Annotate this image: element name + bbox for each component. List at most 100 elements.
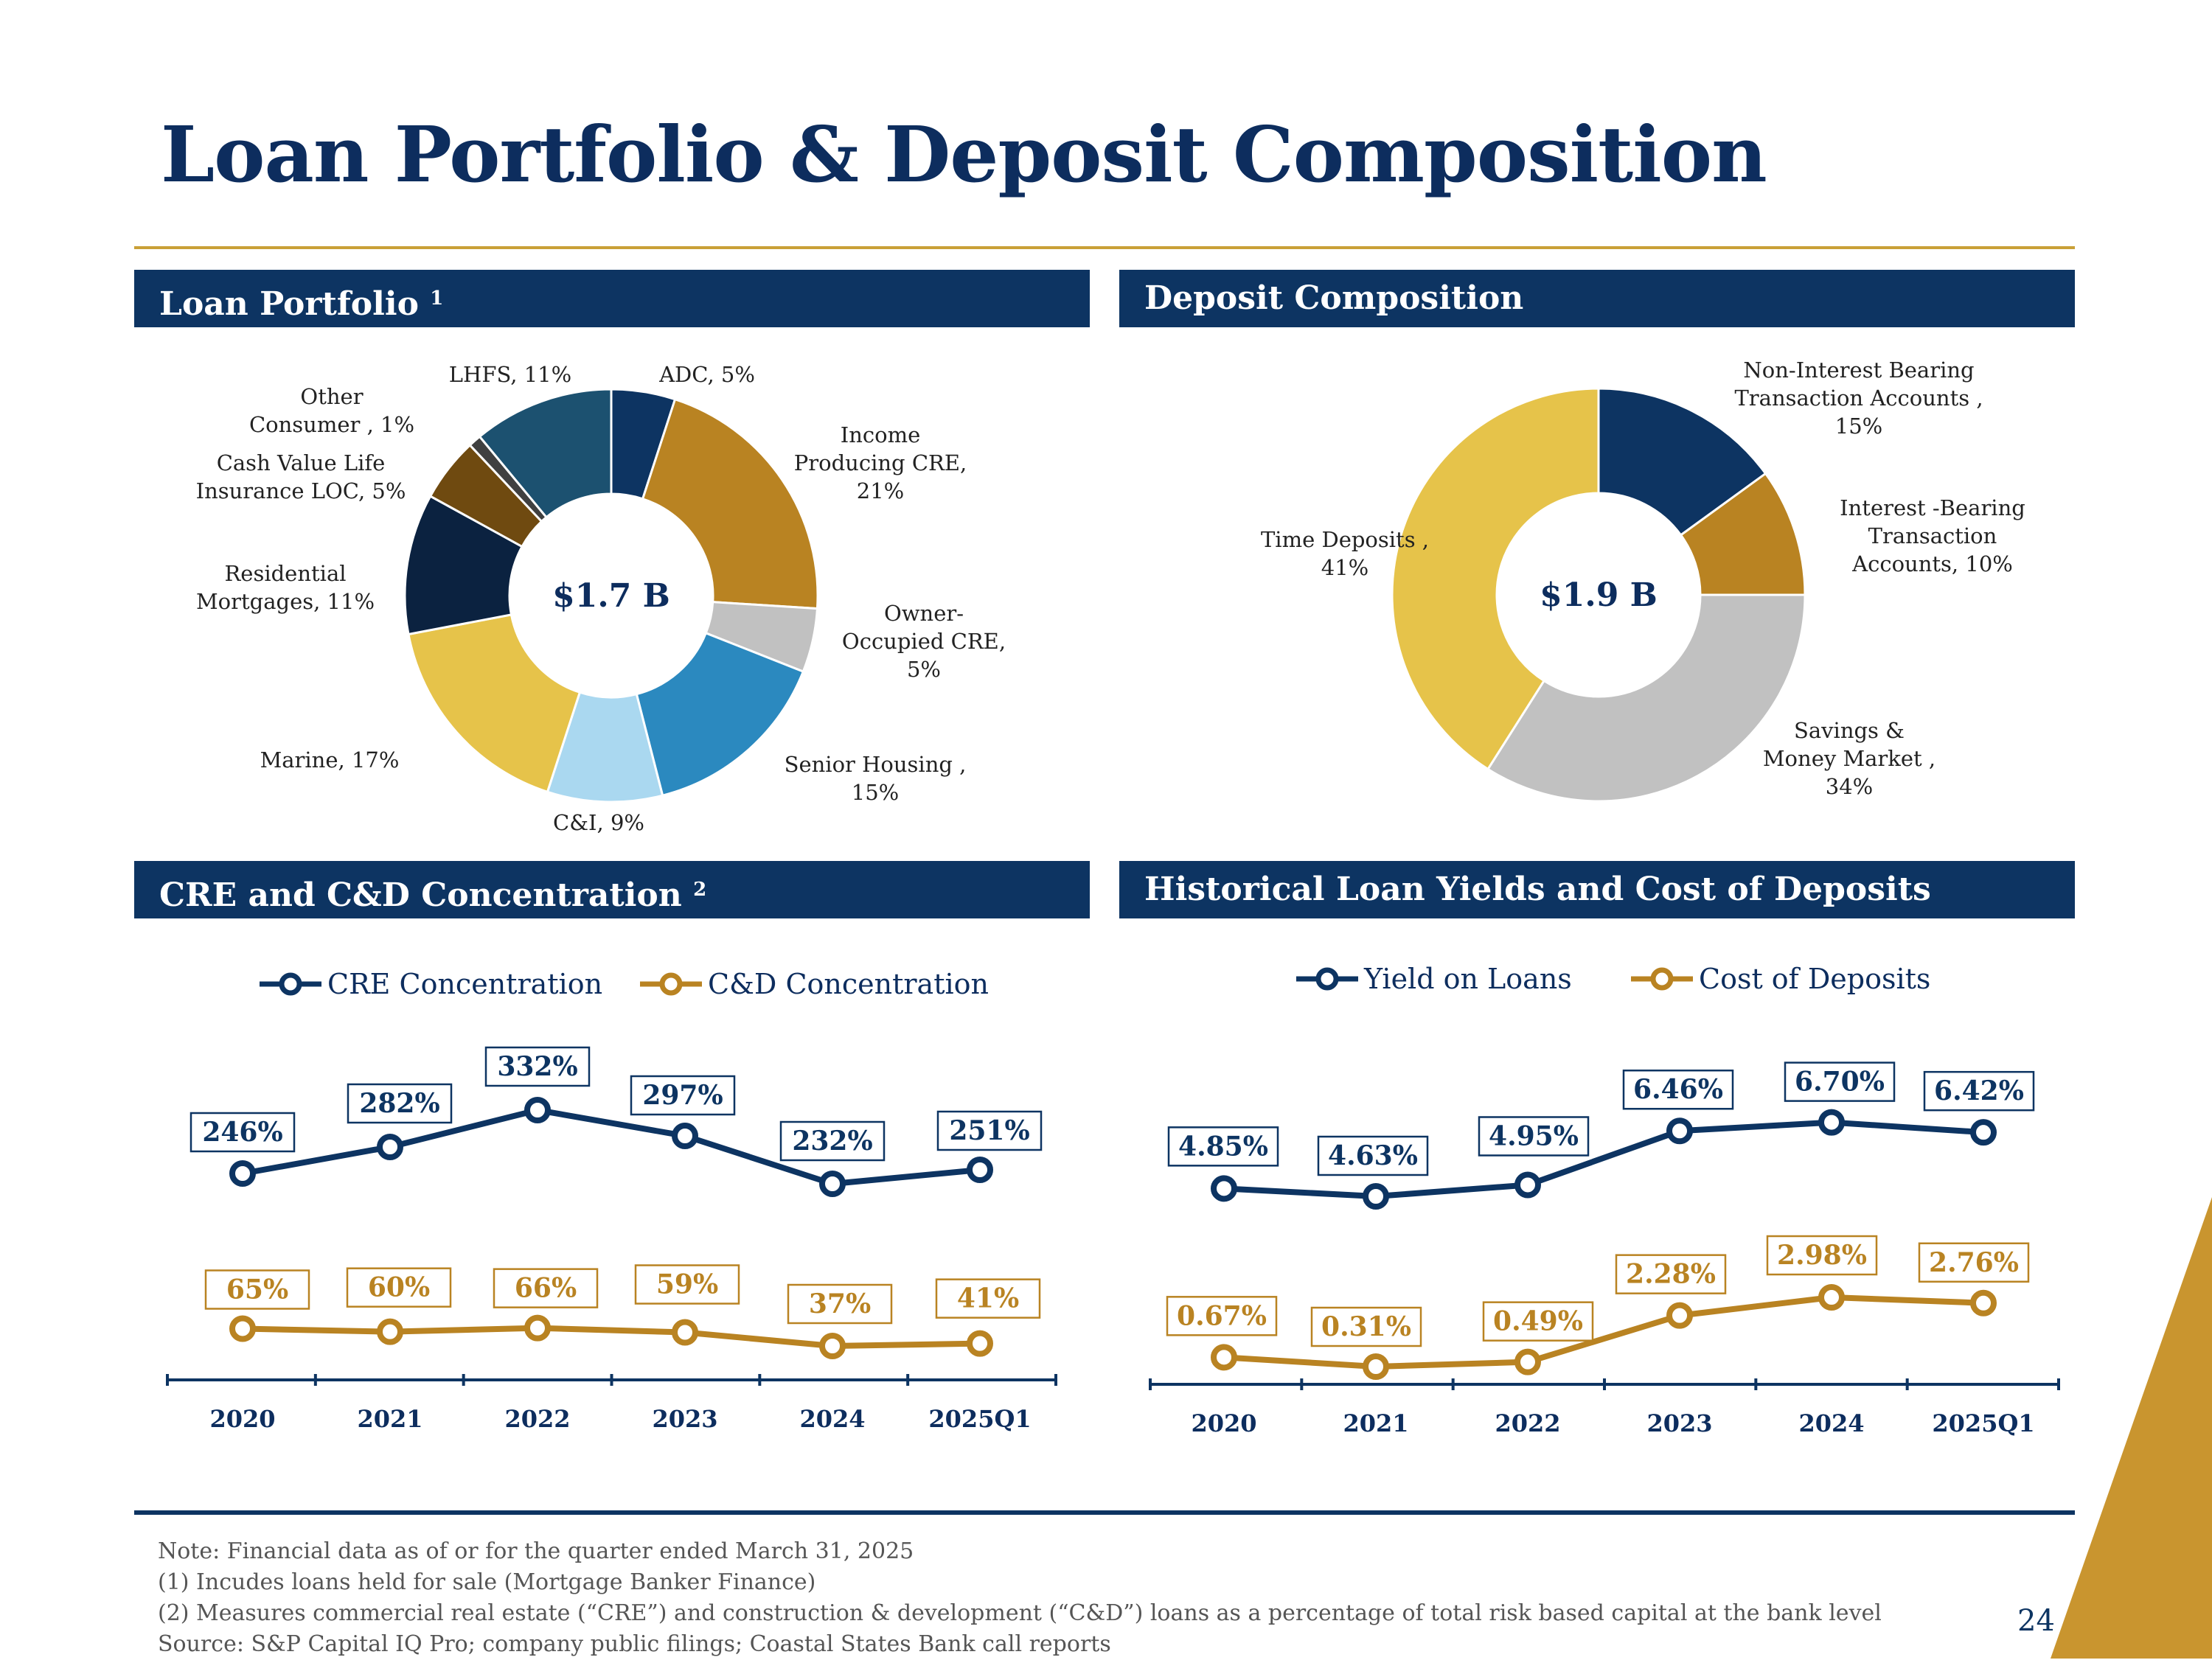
deposit-composition-header: Deposit Composition [1119, 270, 2075, 327]
x-tick-label: 2023 [652, 1405, 717, 1433]
historical-yields-header-label: Historical Loan Yields and Cost of Depos… [1144, 871, 1931, 908]
x-tick-label: 2022 [504, 1405, 570, 1433]
slice-lhfs [478, 388, 613, 519]
x-tick-label: 2025Q1 [928, 1405, 1031, 1433]
data-point-yield-on-loans [1970, 1119, 1997, 1146]
data-label-box [1478, 1116, 1590, 1157]
svg-text:Yield on Loans: Yield on Loans [1363, 963, 1572, 995]
data-label-box [1622, 1069, 1734, 1110]
donut-center-total: $1.7 B [552, 577, 670, 615]
slice-label-adc: ADC, 5% [658, 362, 755, 387]
svg-text:Cost of Deposits: Cost of Deposits [1699, 963, 1930, 995]
data-label-box [779, 1120, 886, 1162]
x-tick-label: 2023 [1646, 1409, 1712, 1437]
cre-concentration-header: CRE and C&D Concentration 2 [134, 861, 1090, 918]
data-point-cre-concentration [967, 1157, 993, 1183]
data-label-cre-concentration: 332% [497, 1051, 577, 1082]
data-label-box [1918, 1242, 2030, 1283]
data-label-box [347, 1083, 453, 1124]
data-label-cost-of-deposits: 0.49% [1493, 1306, 1583, 1337]
yields-line-chart: 2020 2021 2022 2023 2024 2025Q1 Yield on Loans… [1149, 963, 2060, 1437]
data-label-cre-concentration: 282% [359, 1088, 439, 1119]
data-label-yield-on-loans: 4.85% [1178, 1131, 1268, 1162]
slice-label-interest-bearing-transaction-accounts: Interest -Bearing Transaction Accounts, 10… [1840, 495, 2025, 576]
data-point-c-d-concentration [672, 1319, 698, 1346]
svg-text:C&D Concentration: C&D Concentration [708, 968, 989, 1000]
data-label-cre-concentration: 246% [202, 1117, 282, 1148]
data-label-cost-of-deposits: 2.98% [1777, 1240, 1867, 1271]
footnote-line: (1) Incudes loans held for sale (Mortgag… [158, 1569, 816, 1595]
cre-concentration-header-label: CRE and C&D Concentration [159, 876, 682, 914]
x-tick-label: 2024 [1798, 1409, 1864, 1437]
x-tick-label: 2021 [1343, 1409, 1408, 1437]
x-tick-label: 2024 [799, 1405, 865, 1433]
slice-label-time-deposits: Time Deposits , 41% [1261, 527, 1429, 580]
data-point-c-d-concentration [377, 1318, 403, 1345]
series-line-c-d-concentration [242, 1325, 981, 1349]
data-label-box [630, 1075, 736, 1116]
data-label-cost-of-deposits: 0.31% [1321, 1311, 1411, 1342]
series-line-yield-on-loans [1223, 1119, 1984, 1199]
slice-senior-housing [635, 631, 805, 798]
slice-label-cash-value-life-insurance-loc: Cash Value Life Insurance LOC, 5% [196, 450, 406, 503]
data-label-box [189, 1112, 296, 1153]
data-point-cost-of-deposits [1514, 1348, 1541, 1375]
data-label-box [1166, 1296, 1278, 1336]
slice-label-marine: Marine, 17% [260, 747, 400, 773]
deposit-composition-header-label: Deposit Composition [1144, 279, 1524, 317]
data-label-box [1482, 1301, 1594, 1342]
data-label-box [1317, 1135, 1429, 1176]
deposit-composition-donut-chart: Non-Interest Bearing Transaction Accounts… [1261, 358, 2025, 803]
data-point-c-d-concentration [229, 1315, 256, 1342]
slice-label-income-producing-cre: Income Producing CRE, 21% [794, 422, 967, 503]
x-tick-label: 2020 [209, 1405, 275, 1433]
footnote-marker: 1 [430, 287, 444, 310]
slice-label-owner-occupied-cre: Owner-Occupied CRE, 5% [842, 601, 1006, 682]
data-label-yield-on-loans: 6.70% [1795, 1067, 1885, 1098]
data-point-cost-of-deposits [1970, 1289, 1997, 1317]
data-point-cost-of-deposits [1363, 1353, 1389, 1380]
page-title: Loan Portfolio & Deposit Composition [161, 109, 1767, 200]
data-label-cre-concentration: 297% [642, 1080, 723, 1111]
legend-cost-of-deposits: Cost of Deposits [1631, 963, 1930, 995]
slice-label-lhfs: LHFS, 11% [449, 362, 571, 387]
slice-label-c-i: C&I, 9% [553, 810, 644, 835]
svg-text:CRE Concentration: CRE Concentration [327, 968, 602, 1000]
data-label-c-d-concentration: 59% [656, 1269, 718, 1300]
title-divider [134, 246, 2075, 249]
loan-portfolio-header: Loan Portfolio 1 [134, 270, 1090, 327]
series-line-cost-of-deposits [1223, 1294, 1984, 1370]
footnote-line: Note: Financial data as of or for the qu… [158, 1538, 914, 1564]
footnote-marker: 2 [693, 879, 707, 901]
data-point-cost-of-deposits [1666, 1302, 1693, 1329]
data-label-c-d-concentration: 66% [515, 1273, 577, 1304]
data-point-c-d-concentration [819, 1333, 846, 1359]
slice-label-savings-money-market: Savings & Money Market , 34% [1763, 718, 1935, 799]
data-label-box [935, 1278, 1041, 1319]
data-label-cost-of-deposits: 2.28% [1626, 1259, 1716, 1290]
slice-non-interest-bearing-transaction-accounts [1597, 387, 1767, 537]
footnotes: Note: Financial data as of or for the qu… [158, 1536, 1882, 1660]
data-point-yield-on-loans [1514, 1171, 1541, 1199]
x-tick-label: 2022 [1495, 1409, 1560, 1437]
data-label-yield-on-loans: 6.42% [1934, 1075, 2024, 1106]
legend-cre-concentration: CRE Concentration [260, 968, 602, 1000]
data-point-yield-on-loans [1363, 1183, 1389, 1210]
data-label-c-d-concentration: 37% [809, 1288, 871, 1319]
legend-yield-on-loans: Yield on Loans [1296, 963, 1572, 995]
data-label-yield-on-loans: 4.63% [1328, 1140, 1418, 1171]
legend-c-d-concentration: C&D Concentration [640, 968, 989, 1000]
x-tick-label: 2025Q1 [1932, 1409, 2034, 1437]
slice-savings-money-market [1486, 593, 1806, 803]
cre-concentration-line-chart: 2020 2021 2022 2023 2024 2025Q1 CRE Concentrat… [166, 968, 1057, 1433]
data-label-box [484, 1046, 591, 1087]
data-label-box [493, 1268, 599, 1308]
data-point-cost-of-deposits [1211, 1344, 1237, 1371]
data-point-cre-concentration [229, 1160, 256, 1187]
loan-portfolio-donut-chart: ADC, 5% Income Producing CRE, 21% Owner-Occu… [196, 362, 1006, 835]
slice-label-other-consumer: Other Consumer , 1% [249, 384, 414, 437]
data-label-cre-concentration: 232% [792, 1126, 872, 1157]
data-point-cre-concentration [377, 1134, 403, 1160]
slice-time-deposits [1391, 387, 1600, 771]
loan-portfolio-header-label: Loan Portfolio [159, 285, 419, 323]
